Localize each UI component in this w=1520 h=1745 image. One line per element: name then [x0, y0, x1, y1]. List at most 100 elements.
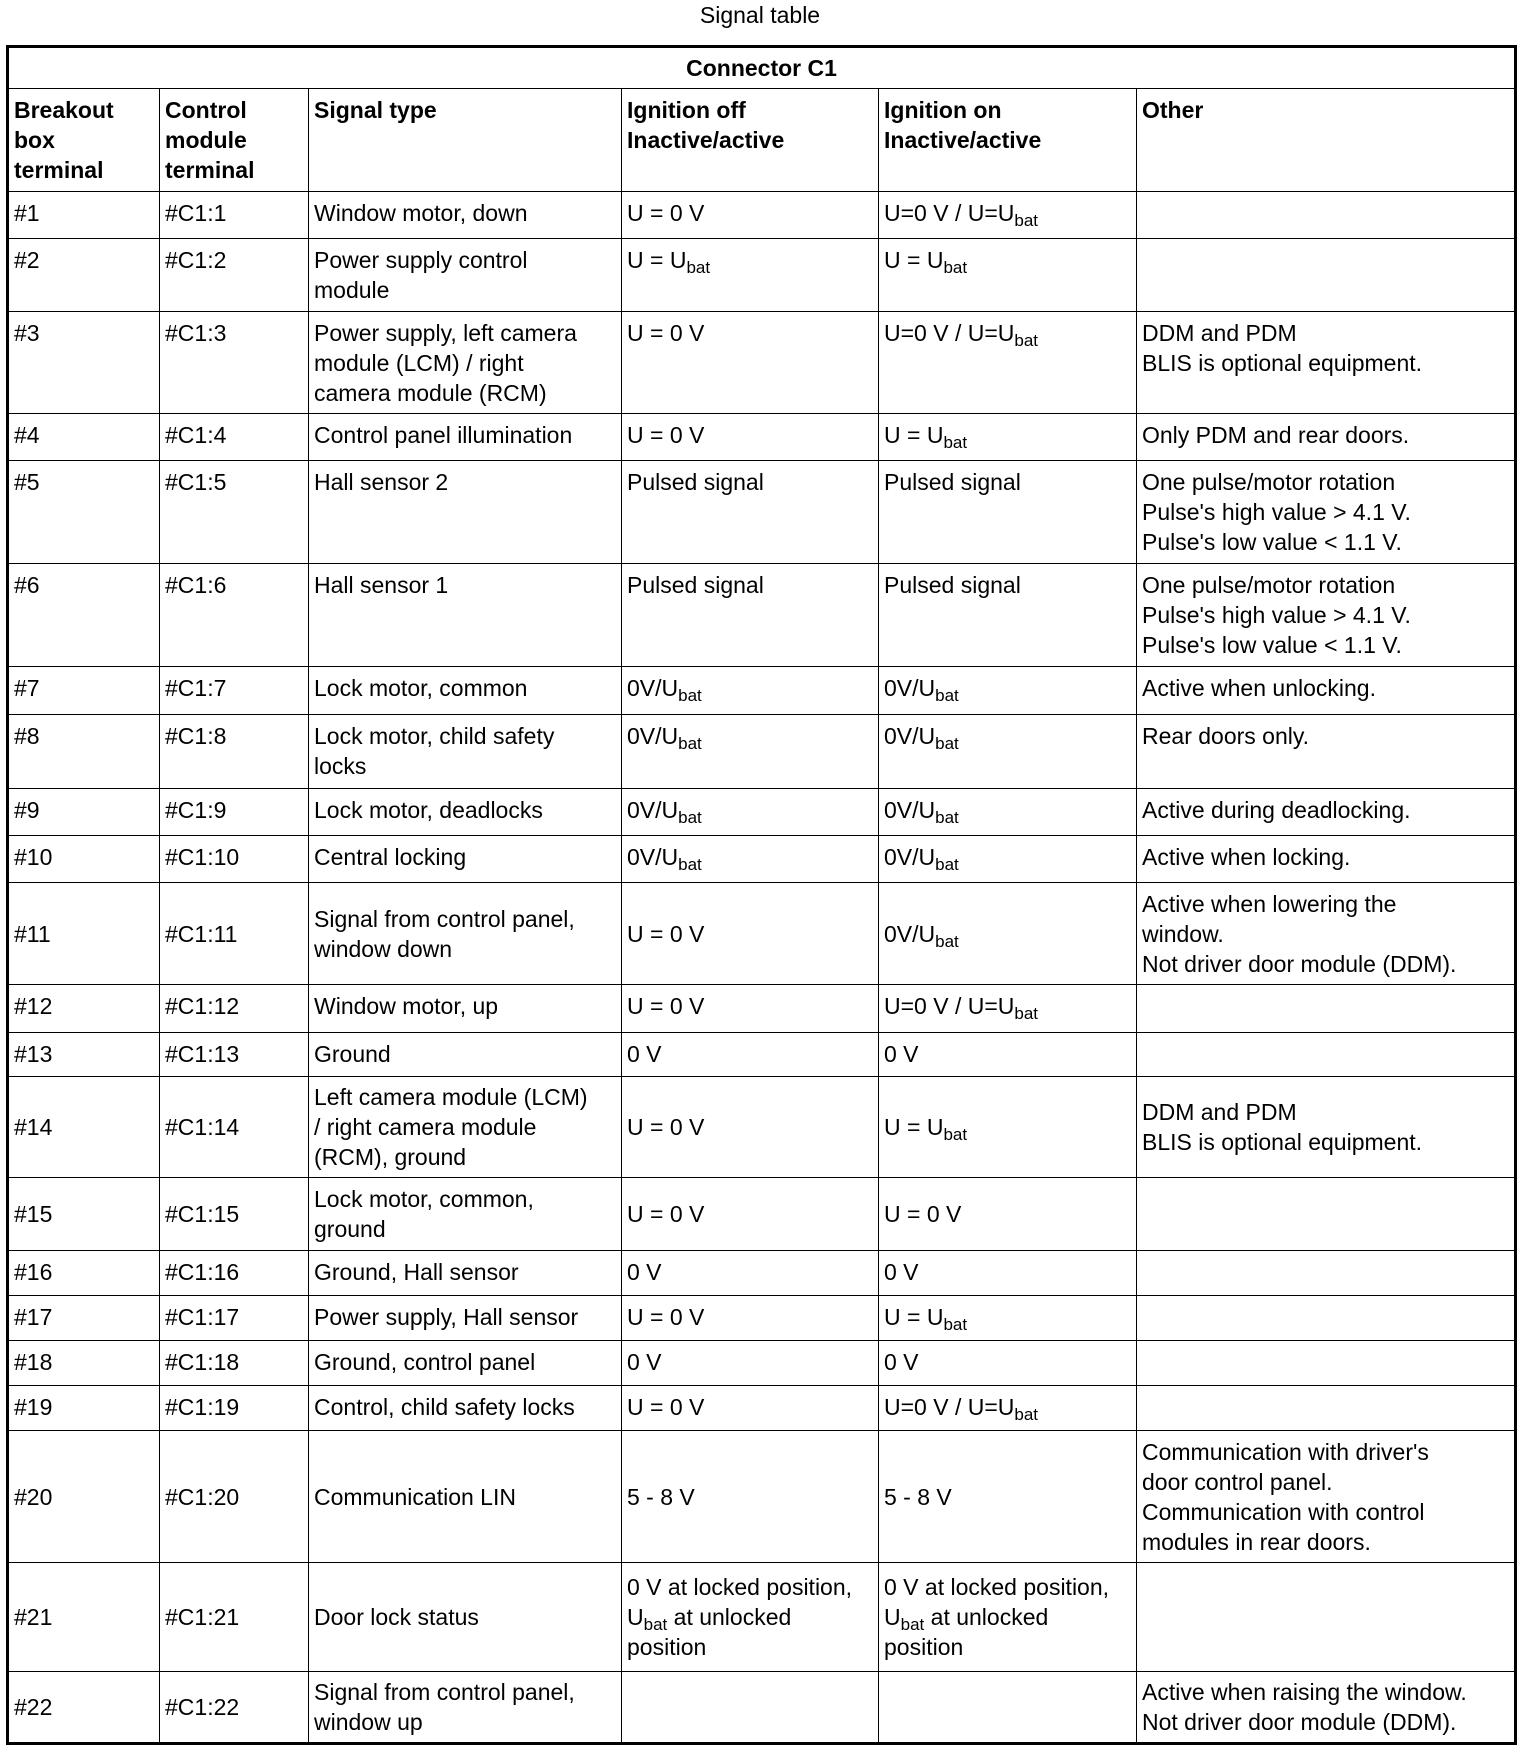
cell-ignition-off: U = 0 V	[621, 1385, 879, 1431]
subscript-text: bat	[686, 258, 711, 277]
cell-ignition-off: U = 0 V	[621, 984, 879, 1033]
cell-control-module-terminal: #C1:16	[159, 1250, 309, 1296]
cell-other: One pulse/motor rotation Pulse's high va…	[1135, 460, 1517, 564]
cell-control-module-terminal: #C1:4	[159, 413, 309, 461]
cell-signal-type: Lock motor, common	[308, 666, 622, 715]
subscript-text: bat	[943, 1125, 968, 1144]
cell-text: Pulsed signal	[884, 572, 1021, 598]
cell-ignition-on: U=0 V / U=Ubat	[878, 191, 1137, 239]
cell-text: U = 0 V	[627, 1201, 705, 1227]
cell-signal-type: Lock motor, child safety locks	[308, 714, 622, 789]
cell-text: Lock motor, common	[314, 675, 528, 701]
cell-ignition-on: Pulsed signal	[878, 563, 1137, 667]
cell-ignition-off: U = 0 V	[621, 882, 879, 985]
header-other: Other	[1135, 88, 1517, 192]
cell-text: #4	[14, 422, 40, 448]
cell-text: #5	[14, 469, 40, 495]
header-breakout-box-terminal: Breakout box terminal	[7, 88, 160, 192]
cell-text: #C1:1	[165, 200, 227, 226]
subscript-text: bat	[678, 808, 702, 827]
cell-text: #3	[14, 320, 40, 346]
cell-signal-type: Lock motor, common, ground	[308, 1177, 622, 1251]
subscript-text: bat	[943, 1315, 968, 1334]
cell-text: Central locking	[314, 844, 467, 870]
cell-ignition-on: 0 V	[878, 1250, 1137, 1296]
cell-text: U = 0 V	[627, 200, 705, 226]
cell-signal-type: Window motor, down	[308, 191, 622, 239]
cell-text: 0 V	[884, 1041, 919, 1067]
cell-text: U = U	[884, 247, 944, 273]
cell-text: One pulse/motor rotation Pulse's high va…	[1142, 572, 1411, 658]
cell-breakout-box-terminal: #18	[7, 1340, 160, 1386]
cell-text: U = U	[884, 1304, 944, 1330]
cell-text: #C1:8	[165, 723, 227, 749]
cell-text: 0 V	[884, 1259, 919, 1285]
header-ignition-on: Ignition on Inactive/active	[878, 88, 1137, 192]
cell-breakout-box-terminal: #19	[7, 1385, 160, 1431]
subscript-text: bat	[935, 931, 959, 951]
cell-text: #C1:13	[165, 1041, 240, 1067]
cell-text: #11	[14, 920, 51, 947]
cell-control-module-terminal: #C1:19	[159, 1385, 309, 1431]
cell-text: DDM and PDM BLIS is optional equipment.	[1142, 320, 1423, 376]
table-row: #12 #C1:12 Window motor, up U = 0 V U=0 V / …	[7, 984, 1517, 1033]
cell-control-module-terminal: #C1:10	[159, 835, 309, 883]
cell-text: 0 V	[627, 1349, 662, 1375]
cell-text: 5 - 8 V	[884, 1483, 952, 1510]
cell-text: #16	[14, 1259, 53, 1285]
cell-other	[1135, 1250, 1517, 1296]
cell-signal-type: Ground, control panel	[308, 1340, 622, 1386]
cell-text: One pulse/motor rotation Pulse's high va…	[1142, 469, 1411, 555]
cell-ignition-on: U = 0 V	[878, 1177, 1137, 1251]
header-signal-type: Signal type	[308, 88, 622, 192]
cell-text: Door lock status	[314, 1604, 479, 1630]
cell-other: Only PDM and rear doors.	[1135, 413, 1517, 461]
cell-breakout-box-terminal: #15	[7, 1177, 160, 1251]
cell-ignition-off: U = 0 V	[621, 1076, 879, 1178]
table-row: #17 #C1:17 Power supply, Hall sensor U = 0 …	[7, 1295, 1517, 1341]
cell-breakout-box-terminal: #12	[7, 984, 160, 1033]
cell-text: 0 V	[627, 1259, 662, 1285]
cell-breakout-box-terminal: #13	[7, 1032, 160, 1077]
cell-text: #C1:5	[165, 469, 227, 495]
header-ignition-off: Ignition off Inactive/active	[621, 88, 879, 192]
cell-ignition-on: U=0 V / U=Ubat	[878, 1385, 1137, 1431]
subscript-text: bat	[643, 1615, 668, 1634]
cell-ignition-off: 5 - 8 V	[621, 1430, 879, 1563]
cell-ignition-off: 0 V	[621, 1250, 879, 1296]
cell-signal-type: Left camera module (LCM) / right camera …	[308, 1076, 622, 1178]
header-row: Breakout box terminal Control module term…	[7, 88, 1517, 192]
cell-text: #C1:16	[165, 1259, 240, 1285]
cell-ignition-on: U = Ubat	[878, 1076, 1137, 1178]
cell-text: 0V/U	[884, 920, 936, 947]
cell-text: Hall sensor 2	[314, 469, 449, 495]
cell-breakout-box-terminal: #6	[7, 563, 160, 667]
cell-breakout-box-terminal: #2	[7, 238, 160, 312]
cell-text: Control panel illumination	[314, 422, 573, 448]
cell-other	[1135, 1340, 1517, 1386]
cell-text: #18	[14, 1349, 53, 1375]
cell-breakout-box-terminal: #10	[7, 835, 160, 883]
table-row: #3 #C1:3 Power supply, left camera module …	[7, 311, 1517, 414]
cell-text: Communication with driver's door control…	[1142, 1438, 1429, 1555]
cell-text: Pulsed signal	[627, 572, 764, 598]
cell-text: U = U	[884, 422, 944, 448]
cell-text: Power supply control module	[314, 247, 528, 303]
cell-text: #9	[14, 797, 40, 823]
cell-breakout-box-terminal: #14	[7, 1076, 160, 1178]
cell-other	[1135, 1295, 1517, 1341]
cell-breakout-box-terminal: #3	[7, 311, 160, 414]
cell-text: Active when raising the window. Not driv…	[1142, 1679, 1467, 1735]
cell-text: Ground	[314, 1041, 391, 1067]
subscript-text: bat	[1014, 331, 1039, 350]
cell-text: #15	[14, 1201, 53, 1227]
cell-breakout-box-terminal: #11	[7, 882, 160, 985]
cell-signal-type: Hall sensor 1	[308, 563, 622, 667]
cell-text: 0V/U	[627, 797, 679, 823]
cell-ignition-off: U = Ubat	[621, 238, 879, 312]
cell-other: Rear doors only.	[1135, 714, 1517, 789]
cell-text: #C1:7	[165, 675, 227, 701]
cell-text: #C1:18	[165, 1349, 240, 1375]
subscript-text: bat	[943, 433, 968, 452]
subscript-text: bat	[935, 686, 959, 705]
